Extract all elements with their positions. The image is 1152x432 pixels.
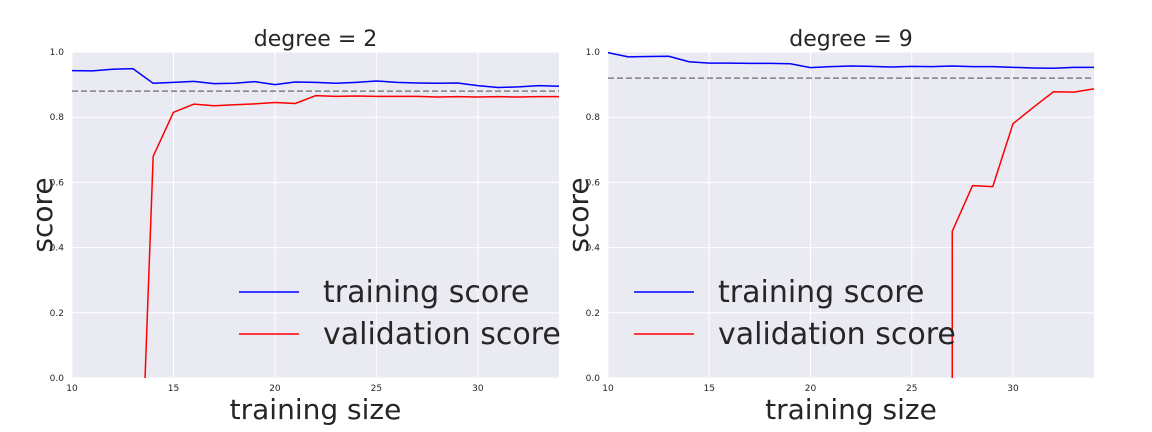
y-tick-label: 0.0: [50, 374, 65, 384]
y-tick-label: 0.2: [50, 309, 64, 319]
x-tick-label: 20: [805, 384, 817, 394]
chart-title: degree = 9: [789, 27, 913, 52]
x-tick-label: 25: [906, 384, 917, 394]
chart-title: degree = 2: [254, 27, 378, 52]
legend: training score validation score: [239, 275, 561, 352]
y-axis-label: score: [26, 177, 59, 252]
legend-label-validation-score: validation score: [323, 317, 561, 352]
series-training-score: [607, 51, 1094, 70]
x-tick-label: 25: [371, 384, 382, 394]
y-tick-label: 0.6: [50, 178, 65, 188]
x-tick-label: 30: [472, 384, 484, 394]
y-tick-label: 1.0: [586, 48, 601, 58]
series-training-score: [71, 67, 560, 89]
y-tick-label: 0.2: [586, 309, 600, 319]
x-tick-label: 15: [168, 384, 179, 394]
legend-label-training-score: training score: [718, 275, 924, 310]
x-tick-label: 20: [269, 384, 281, 394]
x-axis-label: training size: [765, 393, 937, 426]
x-axis-label: training size: [230, 393, 402, 426]
y-tick-label: 0.8: [50, 113, 65, 123]
x-tick-label: 10: [66, 384, 78, 394]
legend-label-training-score: training score: [323, 275, 529, 310]
series-validation-score: [951, 88, 1095, 378]
x-tick-label: 10: [602, 384, 614, 394]
legend: training score validation score: [634, 275, 956, 352]
y-tick-label: 0.4: [50, 244, 65, 254]
y-tick-label: 0.4: [586, 244, 601, 254]
y-tick-label: 0.8: [586, 113, 601, 123]
y-tick-label: 1.0: [50, 48, 65, 58]
series-validation-score: [144, 94, 559, 379]
subplot-degree-2: 10 15 20 25 30 0.0 0.2 0.4 0.6 0.8 1.0 degree = 2…: [26, 27, 561, 426]
subplot-degree-9: 10 15 20 25 30 0.0 0.2 0.4 0.6 0.8 1.0 degree = 9…: [562, 27, 1095, 426]
x-tick-label: 15: [704, 384, 715, 394]
y-axis-label: score: [562, 177, 595, 252]
y-tick-label: 0.6: [586, 178, 601, 188]
y-tick-label: 0.0: [586, 374, 601, 384]
x-tick-label: 30: [1007, 384, 1019, 394]
legend-label-validation-score: validation score: [718, 317, 956, 352]
